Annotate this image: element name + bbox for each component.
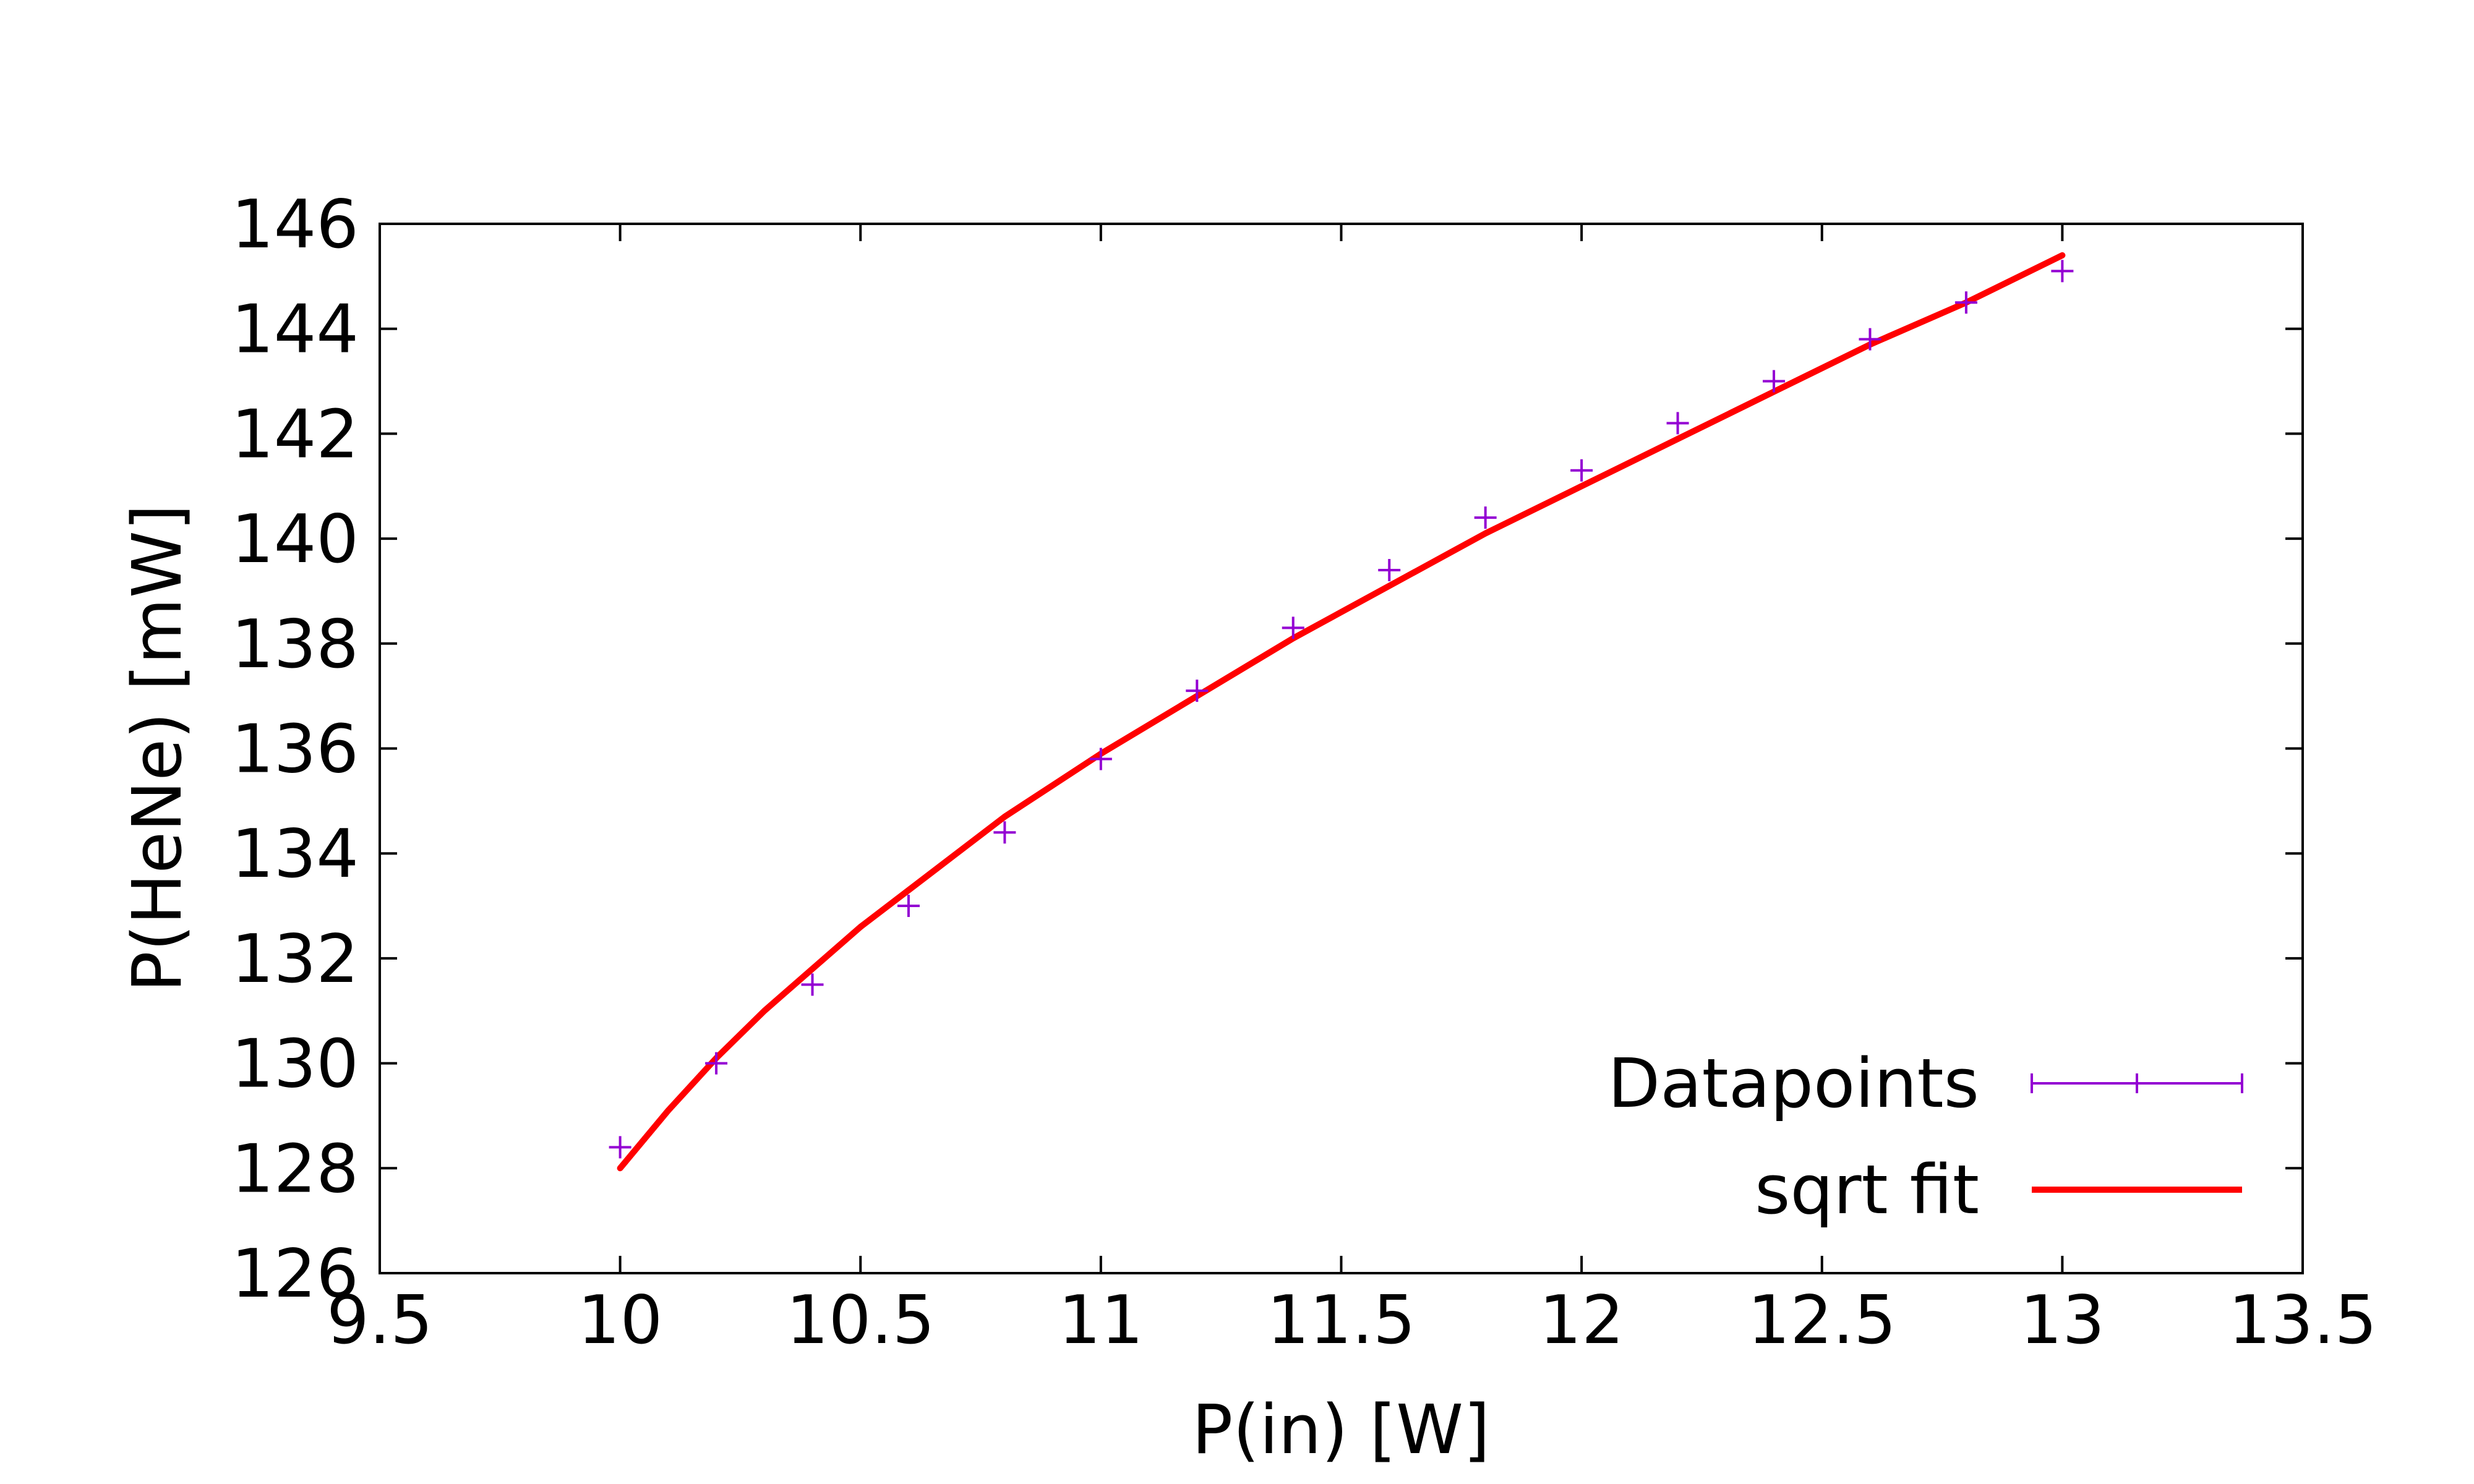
data-point	[993, 821, 1016, 844]
data-point	[801, 973, 824, 996]
x-tick-label: 11	[1058, 1282, 1143, 1359]
fit-line	[617, 252, 2066, 1172]
x-axis-title: P(in) [W]	[1192, 1390, 1490, 1469]
x-tick-label: 13	[2020, 1282, 2105, 1359]
y-tick-label: 140	[231, 501, 359, 578]
data-point	[1859, 328, 1881, 351]
data-point	[1474, 506, 1497, 529]
y-tick-label: 136	[231, 711, 359, 788]
y-tick-label: 144	[231, 291, 359, 369]
x-tick-label: 12.5	[1748, 1282, 1896, 1359]
data-point	[1666, 412, 1689, 435]
x-tick-label: 10.5	[786, 1282, 935, 1359]
legend: Datapoints sqrt fit	[1608, 1044, 2243, 1229]
data-point	[609, 1136, 631, 1159]
y-axis-title: P(HeNe) [mW]	[118, 504, 197, 992]
y-tick-label: 138	[231, 606, 359, 683]
data-point	[705, 1052, 728, 1075]
y-axis-ticks: 126 128 130 132 134 136 138 140 142 144 146	[231, 186, 2303, 1313]
x-tick-label: 10	[578, 1282, 662, 1359]
data-point	[1954, 291, 1977, 314]
data-point	[897, 895, 920, 918]
legend-label: Datapoints	[1608, 1044, 1980, 1123]
plot-frame	[379, 223, 2304, 1274]
y-tick-label: 132	[231, 921, 359, 998]
y-tick-label: 134	[231, 816, 359, 893]
x-tick-label: 9.5	[327, 1282, 433, 1359]
legend-label: sqrt fit	[1755, 1150, 1979, 1229]
data-point	[1282, 616, 1304, 639]
data-point	[1378, 559, 1401, 582]
y-tick-label: 130	[231, 1026, 359, 1103]
data-point	[1570, 459, 1593, 482]
data-point	[1186, 680, 1209, 702]
x-tick-label: 11.5	[1267, 1282, 1415, 1359]
y-tick-label: 126	[231, 1235, 359, 1313]
data-point	[1089, 748, 1112, 770]
x-tick-label: 12	[1539, 1282, 1624, 1359]
y-tick-label: 146	[231, 186, 359, 263]
y-tick-label: 142	[231, 396, 359, 473]
y-tick-label: 128	[231, 1130, 359, 1208]
plot-series	[609, 252, 2074, 1172]
x-axis-ticks: 9.5 10 10.5 11 11.5 12 12.5 13 13.5	[327, 224, 2377, 1359]
data-point	[1763, 370, 1786, 393]
data-point	[2051, 260, 2074, 283]
x-tick-label: 13.5	[2228, 1282, 2377, 1359]
